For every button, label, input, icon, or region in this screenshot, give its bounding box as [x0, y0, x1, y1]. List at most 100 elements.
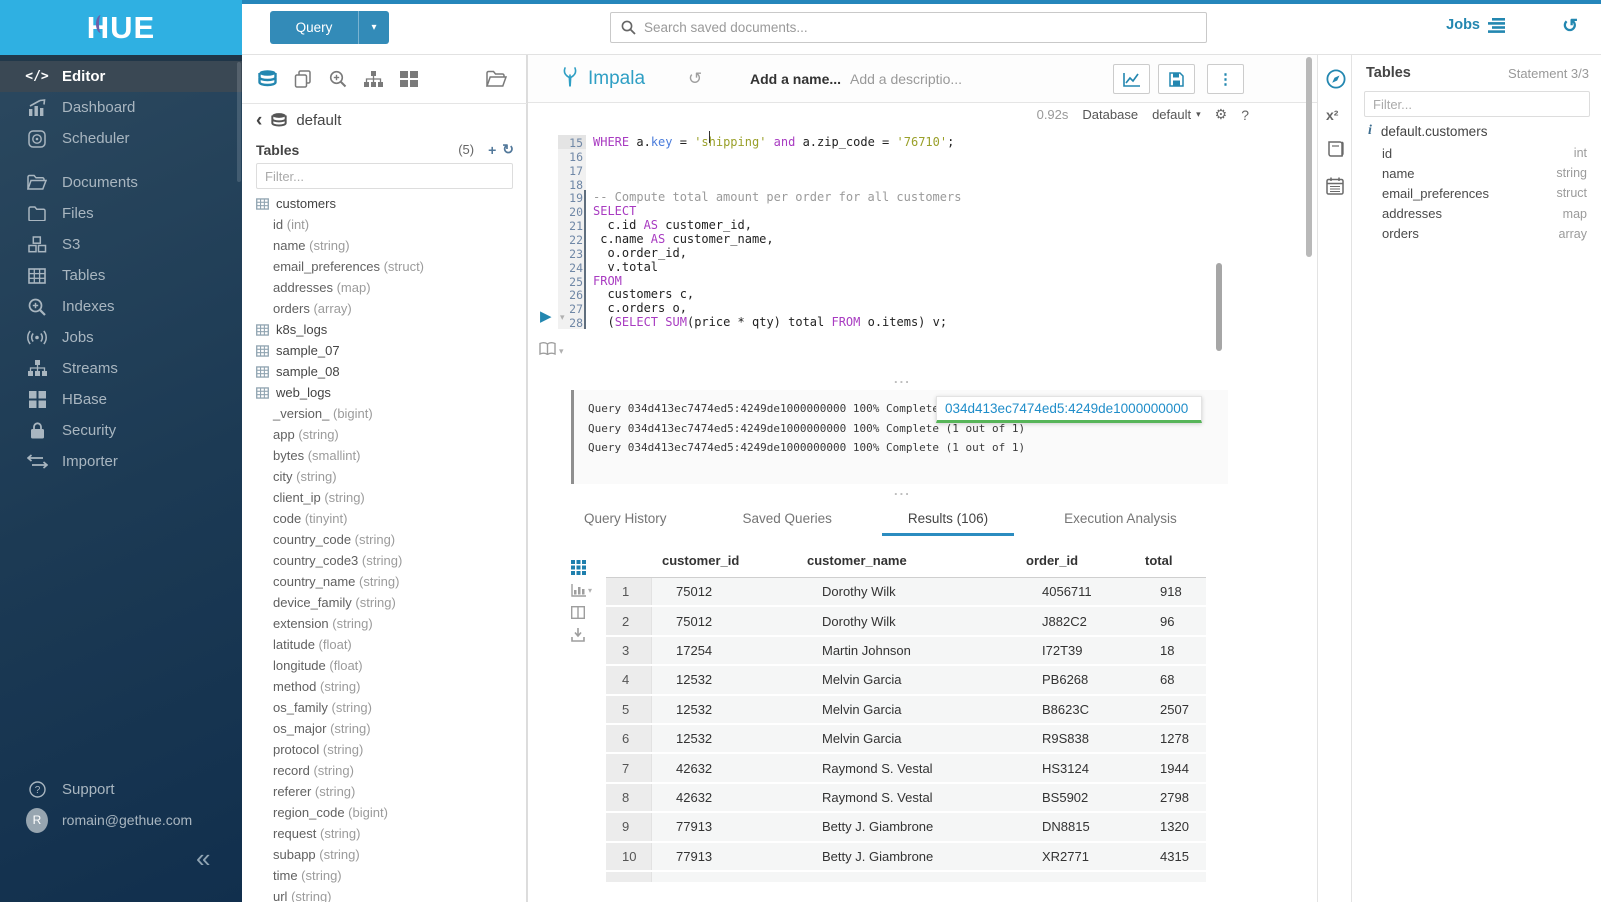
sidebar-item-dashboard[interactable]: Dashboard — [0, 92, 242, 123]
open-folder-icon[interactable] — [486, 70, 507, 88]
sitemap-source-icon[interactable] — [364, 71, 383, 88]
assist-column-country_code3[interactable]: country_code3 (string) — [256, 550, 520, 571]
grid-view-icon[interactable] — [571, 560, 586, 575]
hue-logo[interactable]: HUE — [0, 0, 242, 55]
query-name-field[interactable]: Add a name... — [750, 71, 841, 87]
code-line-22[interactable]: c.name AS customer_name, — [593, 232, 774, 246]
assist-column-time[interactable]: time (string) — [256, 865, 520, 886]
assist-table-k8s_logs[interactable]: k8s_logs — [256, 319, 520, 340]
sidebar-item-user[interactable]: R romain@gethue.com — [0, 804, 242, 836]
code-line-19[interactable]: -- Compute total amount per order for al… — [593, 190, 961, 204]
table-row[interactable]: 412532Melvin GarciaPB626868 — [606, 666, 1206, 695]
assist-column-device_family[interactable]: device_family (string) — [256, 592, 520, 613]
right-panel-column-email_preferences[interactable]: email_preferencesstruct — [1382, 183, 1587, 203]
sidebar-item-tables[interactable]: Tables — [0, 260, 242, 291]
code-line-21[interactable]: c.id AS customer_id, — [593, 218, 752, 232]
assist-column-request[interactable]: request (string) — [256, 823, 520, 844]
sidebar-item-editor[interactable]: </>Editor — [0, 61, 242, 92]
table-row[interactable]: 512532Melvin GarciaB8623C2507 — [606, 696, 1206, 725]
assist-column-bytes[interactable]: bytes (smallint) — [256, 445, 520, 466]
chart-type-caret[interactable]: ▾ — [588, 586, 592, 595]
assist-column-app[interactable]: app (string) — [256, 424, 520, 445]
table-name[interactable]: k8s_logs — [276, 322, 327, 337]
download-icon[interactable] — [571, 628, 585, 642]
sidebar-collapse-icon[interactable]: « — [196, 843, 210, 874]
active-table-row[interactable]: i default.customers — [1368, 123, 1487, 139]
assist-column-id[interactable]: id (int) — [256, 214, 520, 235]
language-reference-icon[interactable] — [1326, 141, 1344, 158]
right-panel-filter-input[interactable] — [1364, 91, 1590, 117]
assist-column-longitude[interactable]: longitude (float) — [256, 655, 520, 676]
code-line-25[interactable]: FROM — [593, 274, 622, 288]
jobs-link[interactable]: Jobs — [1446, 17, 1505, 33]
code-line-23[interactable]: o.order_id, — [593, 246, 687, 260]
sidebar-item-documents[interactable]: Documents — [0, 167, 242, 198]
assist-table-sample_07[interactable]: sample_07 — [256, 340, 520, 361]
table-row[interactable]: 317254Martin JohnsonI72T3918 — [606, 637, 1206, 666]
sidebar-item-indexes[interactable]: Indexes — [0, 291, 242, 322]
execute-button[interactable]: ▶ — [540, 307, 552, 325]
query-dropdown-caret[interactable]: ▾ — [358, 11, 389, 44]
assist-column-client_ip[interactable]: client_ip (string) — [256, 487, 520, 508]
results-resize-handle[interactable]: ... — [894, 483, 911, 498]
right-panel-column-name[interactable]: namestring — [1382, 163, 1587, 183]
tab-results-106[interactable]: Results (106) — [882, 503, 1014, 536]
calendar-icon[interactable] — [1326, 177, 1344, 195]
chart-settings-button[interactable] — [1113, 64, 1150, 94]
sidebar-item-scheduler[interactable]: Scheduler — [0, 123, 242, 154]
tab-saved-queries[interactable]: Saved Queries — [717, 503, 858, 536]
sidebar-item-hbase[interactable]: HBase — [0, 384, 242, 415]
assist-column-latitude[interactable]: latitude (float) — [256, 634, 520, 655]
execute-options-caret[interactable]: ▾ — [560, 312, 565, 323]
sidebar-item-security[interactable]: Security — [0, 415, 242, 446]
assist-column-os_family[interactable]: os_family (string) — [256, 697, 520, 718]
sidebar-item-s3[interactable]: S3 — [0, 229, 242, 260]
assist-column-protocol[interactable]: protocol (string) — [256, 739, 520, 760]
assist-column-extension[interactable]: extension (string) — [256, 613, 520, 634]
code-line-24[interactable]: v.total — [593, 260, 658, 274]
assist-column-code[interactable]: code (tinyint) — [256, 508, 520, 529]
database-selector[interactable]: default ▾ — [1152, 107, 1201, 122]
gear-icon[interactable]: ⚙ — [1215, 106, 1228, 123]
sidebar-item-jobs[interactable]: Jobs — [0, 322, 242, 353]
code-line-20[interactable]: SELECT — [593, 204, 636, 218]
table-name[interactable]: web_logs — [276, 385, 331, 400]
main-scrollbar[interactable] — [1306, 57, 1312, 257]
sidebar-item-files[interactable]: Files — [0, 198, 242, 229]
assist-column-name[interactable]: name (string) — [256, 235, 520, 256]
active-table-name[interactable]: default.customers — [1381, 124, 1488, 139]
database-source-icon[interactable] — [258, 70, 277, 88]
query-history-icon[interactable]: ↺ — [1562, 15, 1578, 38]
chart-view-icon[interactable]: ▾ — [571, 584, 592, 597]
assist-table-web_logs[interactable]: web_logs — [256, 382, 520, 403]
assist-column-country_name[interactable]: country_name (string) — [256, 571, 520, 592]
column-header-total[interactable]: total — [1136, 553, 1206, 568]
table-row[interactable]: 842632Raymond S. VestalBS59022798 — [606, 784, 1206, 813]
table-row[interactable]: 275012Dorothy WilkJ882C296 — [606, 607, 1206, 636]
open-book-icon[interactable] — [539, 342, 556, 355]
functions-icon[interactable]: x² — [1326, 107, 1338, 123]
sidebar-item-support[interactable]: ? Support — [0, 774, 242, 804]
search-input[interactable] — [644, 20, 1196, 35]
add-table-icon[interactable]: + — [488, 142, 496, 158]
tab-query-history[interactable]: Query History — [558, 503, 693, 536]
book-options-caret[interactable]: ▾ — [559, 346, 564, 357]
assist-column-_version_[interactable]: _version_ (bigint) — [256, 403, 520, 424]
code-line-28[interactable]: (SELECT SUM(price * qty) total FROM o.it… — [593, 315, 947, 329]
query-description-field[interactable]: Add a descriptio... — [850, 71, 962, 87]
code-line-15[interactable]: WHERE a.key = 'shipping' and a.zip_code … — [593, 135, 954, 149]
assist-column-orders[interactable]: orders (array) — [256, 298, 520, 319]
assist-filter-input[interactable] — [256, 163, 513, 189]
assist-column-email_preferences[interactable]: email_preferences (struct) — [256, 256, 520, 277]
jobs-label[interactable]: Jobs — [1446, 17, 1480, 33]
table-name[interactable]: sample_08 — [276, 364, 340, 379]
assist-column-os_major[interactable]: os_major (string) — [256, 718, 520, 739]
back-chevron-icon[interactable]: ‹ — [256, 113, 262, 129]
zoom-in-source-icon[interactable] — [329, 70, 347, 88]
undo-icon[interactable]: ↺ — [688, 69, 702, 89]
column-header-customer_name[interactable]: customer_name — [798, 553, 1018, 568]
column-header-customer_id[interactable]: customer_id — [652, 553, 798, 568]
query-button-label[interactable]: Query — [270, 11, 358, 44]
assist-column-city[interactable]: city (string) — [256, 466, 520, 487]
tab-execution-analysis[interactable]: Execution Analysis — [1038, 503, 1203, 536]
